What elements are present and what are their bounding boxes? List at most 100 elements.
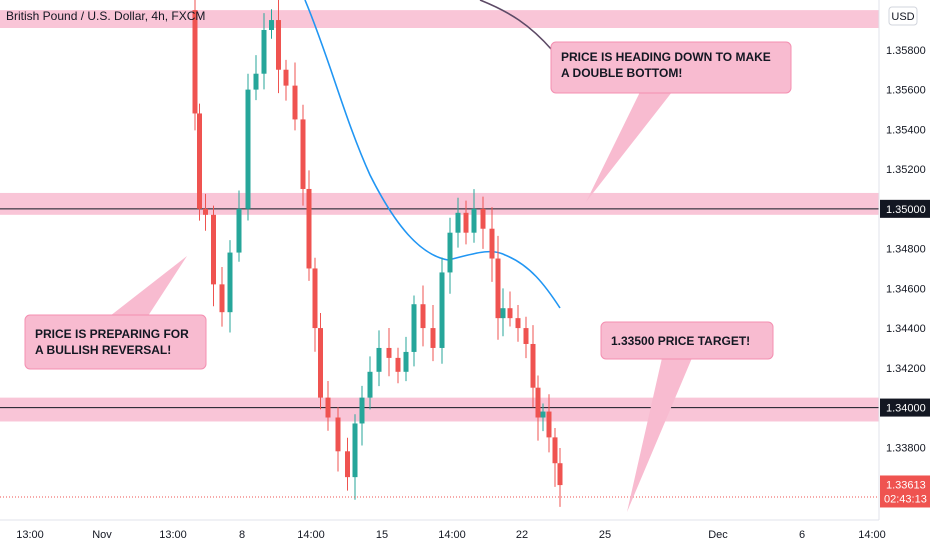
- time-axis[interactable]: 13:00 Nov 13:00 8 14:00 15 14:00 22 25 Dec 6 14:00: [0, 519, 886, 550]
- candle: [325, 380, 331, 431]
- x-tick-label: 13:00: [16, 529, 44, 541]
- x-tick-label: 14:00: [858, 529, 886, 541]
- support-zone: [0, 397, 879, 422]
- candle: [345, 437, 350, 491]
- callout-line-2: A DOUBLE BOTTOM!: [561, 66, 682, 80]
- callout-line-1: PRICE IS PREPARING FOR: [35, 327, 189, 341]
- candle: [546, 394, 552, 453]
- y-tick-label: 1.35800: [886, 45, 926, 57]
- candle: [535, 375, 541, 441]
- currency-badge[interactable]: [888, 6, 918, 26]
- moving-average-line: [304, 0, 561, 309]
- bar-countdown: 02:43:13: [884, 493, 927, 505]
- candle: [376, 330, 382, 387]
- candle: [219, 267, 225, 327]
- x-tick-label: 25: [599, 529, 611, 541]
- price-level-badge: 1.34000: [880, 398, 930, 417]
- y-tick-label: 1.34800: [886, 244, 926, 256]
- candle: [292, 62, 298, 131]
- callout-pointer: [110, 256, 187, 316]
- callout-box: [24, 314, 207, 370]
- candle: [430, 304, 436, 362]
- y-tick-label: 1.33800: [886, 442, 926, 454]
- candle: [447, 217, 453, 294]
- candle: [359, 385, 365, 446]
- callout-line-1: PRICE IS HEADING DOWN TO MAKE: [561, 50, 771, 64]
- candle: [489, 207, 495, 282]
- candle: [530, 325, 536, 408]
- svg-text:1.35000: 1.35000: [886, 204, 926, 216]
- candlestick-series: [192, 0, 563, 507]
- price-target-callout[interactable]: 1.33500 PRICE TARGET!: [600, 321, 774, 512]
- candle: [211, 205, 216, 307]
- x-tick-label: 15: [376, 529, 388, 541]
- last-price-badge: 1.33613 02:43:13: [880, 475, 930, 508]
- candle: [203, 193, 208, 231]
- candle: [261, 13, 267, 90]
- y-tick-label: 1.34400: [886, 323, 926, 335]
- candle: [367, 356, 373, 410]
- currency-label: USD: [891, 11, 914, 23]
- y-tick-label: 1.34600: [886, 283, 926, 295]
- x-tick-label: 13:00: [159, 529, 187, 541]
- candle: [306, 170, 312, 281]
- chart-title: British Pound / U.S. Dollar, 4h, FXCM: [6, 9, 205, 23]
- candle: [552, 428, 558, 487]
- candle: [318, 313, 323, 410]
- x-tick-label: 14:00: [297, 529, 325, 541]
- candle: [500, 288, 506, 337]
- candle: [507, 291, 513, 327]
- x-tick-label: 22: [516, 529, 528, 541]
- top-zone: [0, 10, 879, 28]
- y-tick-label: 1.35600: [886, 85, 926, 97]
- candle: [540, 403, 546, 432]
- candle: [197, 103, 202, 221]
- x-tick-label: Dec: [708, 529, 728, 541]
- candle: [480, 196, 486, 249]
- candle: [463, 200, 469, 245]
- candle: [352, 414, 358, 500]
- candle: [283, 59, 289, 101]
- candle: [236, 190, 242, 262]
- candle: [227, 240, 233, 333]
- candle: [515, 305, 521, 342]
- candle: [411, 295, 417, 367]
- candle: [335, 407, 341, 472]
- callout-line-1: 1.33500 PRICE TARGET!: [611, 334, 750, 348]
- y-tick-label: 1.35400: [886, 124, 926, 136]
- older-ma-line: [479, 0, 553, 51]
- callout-pointer: [586, 92, 672, 202]
- bullish-reversal-callout[interactable]: PRICE IS PREPARING FOR A BULLISH REVERSA…: [24, 256, 207, 370]
- x-tick-label: 14:00: [438, 529, 466, 541]
- candle: [312, 257, 318, 352]
- candle: [495, 235, 501, 340]
- price-level-badge: 1.35000: [880, 199, 930, 218]
- y-tick-label: 1.34200: [886, 363, 926, 375]
- candle: [276, 0, 281, 94]
- y-tick-label: 1.35200: [886, 164, 926, 176]
- x-tick-label: Nov: [92, 529, 112, 541]
- candle: [386, 327, 392, 377]
- svg-text:1.34000: 1.34000: [886, 403, 926, 415]
- resistance-zone: [0, 192, 879, 215]
- x-tick-label: 8: [239, 529, 245, 541]
- candle: [245, 73, 251, 221]
- callout-box: [550, 41, 792, 94]
- candle: [192, 0, 198, 131]
- candle: [455, 197, 461, 248]
- last-price-value: 1.33613: [886, 479, 926, 491]
- callout-box: [600, 321, 774, 360]
- callout-line-2: A BULLISH REVERSAL!: [35, 343, 171, 357]
- candle: [269, 9, 274, 39]
- price-axis[interactable]: USD 1.35800 1.35600 1.35400 1.35200 1.34800 1…: [878, 0, 932, 550]
- candle: [300, 104, 306, 206]
- x-tick-label: 6: [799, 529, 805, 541]
- candle: [523, 316, 529, 359]
- callout-pointer: [627, 358, 692, 512]
- candle: [420, 285, 426, 347]
- double-bottom-callout[interactable]: PRICE IS HEADING DOWN TO MAKE A DOUBLE B…: [550, 41, 792, 202]
- candle: [471, 189, 477, 243]
- candle: [439, 257, 445, 364]
- candle: [253, 55, 259, 101]
